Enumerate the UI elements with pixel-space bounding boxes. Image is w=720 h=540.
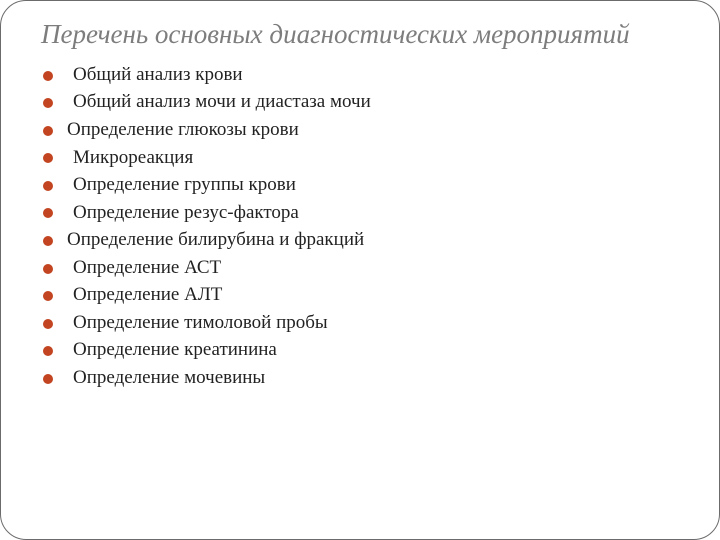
list-item: Определение мочевины <box>37 364 691 392</box>
list-item: Определение АСТ <box>37 254 691 282</box>
list-item: Определение глюкозы крови <box>37 116 691 144</box>
slide-title: Перечень основных диагностических меропр… <box>41 19 691 51</box>
list-item: Общий анализ крови <box>37 61 691 89</box>
list-item: Микрореакция <box>37 144 691 172</box>
list-item: Определение группы крови <box>37 171 691 199</box>
list-item: Общий анализ мочи и диастаза мочи <box>37 88 691 116</box>
list-item: Определение тимоловой пробы <box>37 309 691 337</box>
bullet-list: Общий анализ крови Общий анализ мочи и д… <box>37 61 691 392</box>
list-item: Определение резус-фактора <box>37 199 691 227</box>
slide-frame: Перечень основных диагностических меропр… <box>0 0 720 540</box>
list-item: Определение АЛТ <box>37 281 691 309</box>
list-item: Определение билирубина и фракций <box>37 226 691 254</box>
list-item: Определение креатинина <box>37 336 691 364</box>
